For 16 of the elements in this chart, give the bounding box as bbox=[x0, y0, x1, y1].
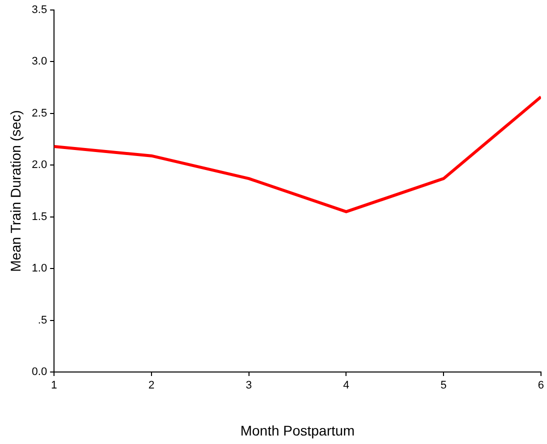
y-tick-label: 3.0 bbox=[32, 56, 48, 68]
y-axis-title: Mean Train Duration (sec) bbox=[7, 110, 24, 272]
x-tick-label: 6 bbox=[538, 380, 544, 392]
x-tick-label: 5 bbox=[440, 380, 447, 392]
y-tick-label: 2.5 bbox=[32, 107, 48, 120]
x-tick-label: 3 bbox=[246, 380, 252, 392]
y-tick-label: 0.0 bbox=[32, 366, 48, 378]
x-tick-label: 1 bbox=[51, 380, 58, 392]
y-tick-label: 1.0 bbox=[32, 262, 48, 275]
x-tick-label: 4 bbox=[343, 380, 350, 392]
x-axis-title: Month Postpartum bbox=[240, 422, 355, 438]
y-tick-label: .5 bbox=[38, 314, 48, 326]
y-tick-label: 2.0 bbox=[32, 159, 48, 172]
y-tick-label: 3.5 bbox=[32, 4, 48, 16]
y-tick-label: 1.5 bbox=[32, 210, 48, 223]
x-tick-label: 2 bbox=[148, 380, 155, 392]
